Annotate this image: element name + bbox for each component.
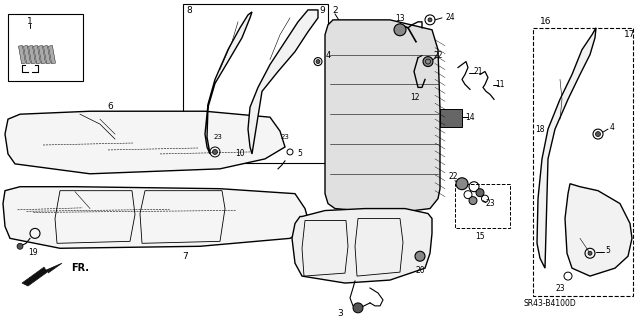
Text: 9: 9: [319, 6, 325, 15]
Text: 4: 4: [609, 122, 614, 132]
Text: 15: 15: [475, 232, 485, 241]
Polygon shape: [248, 10, 318, 154]
Polygon shape: [325, 20, 440, 213]
Polygon shape: [565, 184, 632, 276]
Polygon shape: [22, 263, 62, 286]
Text: 22: 22: [433, 51, 443, 60]
Text: 22: 22: [448, 172, 458, 181]
Text: 13: 13: [395, 14, 405, 23]
Text: 2: 2: [332, 6, 338, 15]
Bar: [33, 46, 40, 64]
Polygon shape: [5, 111, 285, 174]
Bar: [455, 184, 510, 228]
Text: 23: 23: [214, 134, 223, 140]
Text: 17: 17: [624, 30, 636, 39]
Text: 6: 6: [107, 102, 113, 111]
Bar: [183, 4, 328, 163]
Ellipse shape: [476, 189, 484, 197]
Text: 23: 23: [280, 134, 289, 140]
Text: 1: 1: [27, 17, 33, 26]
Polygon shape: [205, 12, 252, 154]
Bar: [335, 167, 430, 202]
Text: 20: 20: [415, 266, 425, 275]
Ellipse shape: [316, 60, 320, 63]
Ellipse shape: [415, 251, 425, 261]
Bar: [335, 99, 430, 159]
Ellipse shape: [428, 18, 432, 22]
Ellipse shape: [17, 243, 23, 249]
Text: 3: 3: [337, 309, 343, 318]
Text: 5: 5: [605, 246, 611, 255]
Text: 23: 23: [555, 284, 565, 293]
Text: 4: 4: [325, 51, 331, 60]
Ellipse shape: [595, 132, 600, 137]
Ellipse shape: [588, 251, 592, 255]
Text: 14: 14: [465, 113, 475, 122]
Text: 21: 21: [473, 67, 483, 76]
Bar: [8, 14, 83, 81]
Text: 10: 10: [235, 149, 245, 159]
Bar: [28, 46, 36, 64]
Bar: [335, 32, 430, 91]
Text: 19: 19: [28, 248, 38, 257]
Text: 12: 12: [410, 93, 420, 102]
Text: 18: 18: [535, 125, 545, 134]
Text: FR.: FR.: [71, 263, 89, 273]
Polygon shape: [537, 28, 596, 268]
Bar: [19, 46, 26, 64]
Ellipse shape: [212, 150, 218, 154]
Ellipse shape: [456, 178, 468, 190]
Text: 24: 24: [445, 13, 455, 22]
Text: 23: 23: [485, 199, 495, 208]
Text: 11: 11: [495, 80, 505, 89]
Text: 5: 5: [298, 149, 303, 159]
Text: SR43-B4100D: SR43-B4100D: [524, 300, 577, 308]
Ellipse shape: [353, 303, 363, 313]
Bar: [440, 109, 462, 127]
Polygon shape: [292, 209, 432, 283]
Ellipse shape: [469, 197, 477, 204]
Bar: [44, 46, 51, 64]
Polygon shape: [3, 187, 310, 248]
Bar: [24, 46, 31, 64]
Ellipse shape: [394, 24, 406, 36]
Text: 8: 8: [186, 6, 192, 15]
Text: 16: 16: [540, 17, 552, 26]
Ellipse shape: [423, 56, 433, 67]
Bar: [533, 28, 633, 296]
Bar: [49, 46, 56, 64]
Text: 7: 7: [182, 252, 188, 261]
Bar: [38, 46, 45, 64]
